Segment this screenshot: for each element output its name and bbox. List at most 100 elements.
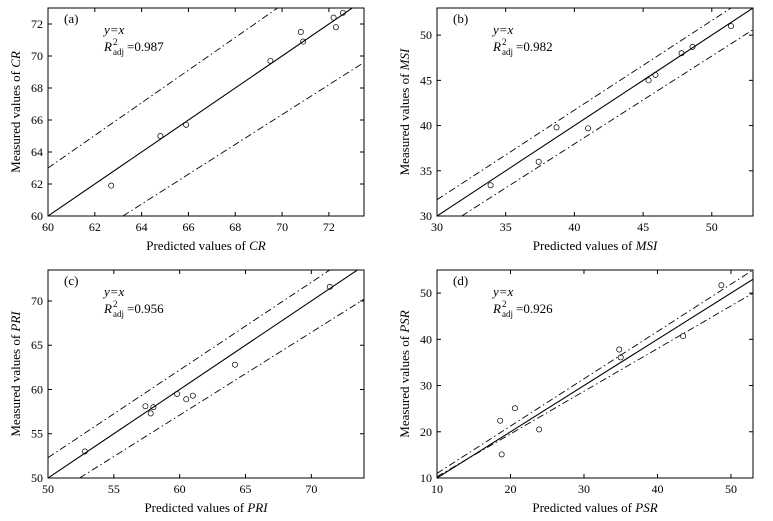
y-tick-label: 50 bbox=[420, 28, 432, 42]
data-point bbox=[326, 283, 333, 290]
x-axis-label-variable: MSI bbox=[635, 238, 658, 253]
data-point bbox=[81, 448, 88, 455]
upper-prediction-band bbox=[48, 8, 279, 169]
x-axis-label-prefix: Predicted values of bbox=[146, 238, 249, 253]
y-axis-label-variable: MSI bbox=[397, 48, 412, 71]
x-tick-label: 70 bbox=[305, 482, 317, 496]
data-point bbox=[183, 121, 190, 128]
data-point bbox=[689, 43, 696, 50]
data-point bbox=[487, 182, 494, 189]
plot-frame bbox=[47, 269, 365, 479]
y-tick-label: 40 bbox=[420, 119, 432, 133]
plot-area bbox=[48, 270, 364, 478]
data-point bbox=[553, 124, 560, 131]
y-tick-label: 68 bbox=[31, 81, 43, 95]
y-tick-label: 60 bbox=[31, 209, 43, 223]
x-tick-label: 60 bbox=[174, 482, 186, 496]
r-squared-symbol: R bbox=[492, 301, 501, 316]
x-axis-label-variable: PSR bbox=[634, 500, 657, 515]
data-point bbox=[585, 125, 592, 132]
r-squared-value: =0.987 bbox=[127, 39, 164, 54]
x-tick-label: 45 bbox=[637, 220, 649, 234]
data-point bbox=[157, 133, 164, 139]
r-squared-symbol: R bbox=[103, 39, 112, 54]
upper-prediction-band bbox=[437, 8, 732, 201]
r-squared-superscript: 2 bbox=[113, 37, 118, 47]
data-point bbox=[189, 392, 196, 399]
fit-line bbox=[48, 270, 359, 478]
data-point bbox=[174, 390, 180, 397]
data-point bbox=[300, 38, 307, 45]
x-tick-label: 66 bbox=[182, 220, 194, 234]
y-tick-label: 50 bbox=[31, 471, 43, 485]
x-tick-label: 72 bbox=[323, 220, 335, 234]
plot-area bbox=[437, 8, 753, 216]
data-point bbox=[147, 410, 154, 417]
x-axis-label-variable: PRI bbox=[246, 500, 268, 515]
upper-prediction-band bbox=[48, 270, 331, 459]
x-tick-label: 55 bbox=[108, 482, 120, 496]
panel-label: (d) bbox=[453, 273, 468, 288]
y-tick-label: 30 bbox=[420, 209, 432, 223]
y-tick-label: 30 bbox=[420, 379, 432, 393]
fit-line bbox=[48, 8, 354, 216]
fit-line bbox=[437, 278, 753, 478]
data-point bbox=[332, 24, 339, 31]
x-axis-label-prefix: Predicted values of bbox=[533, 238, 636, 253]
y-tick-label: 40 bbox=[420, 332, 432, 346]
x-tick-label: 60 bbox=[42, 220, 54, 234]
x-axis-label: Predicted values of PSR bbox=[532, 500, 657, 515]
plot-frame bbox=[436, 269, 754, 479]
r-squared-subscript: adj bbox=[113, 47, 124, 57]
y-tick-label: 60 bbox=[31, 382, 43, 396]
x-tick-label: 40 bbox=[568, 220, 580, 234]
fit-line bbox=[437, 8, 753, 216]
fit-equation: y=x bbox=[491, 284, 514, 299]
y-tick-label: 55 bbox=[31, 427, 43, 441]
plot-frame bbox=[436, 7, 754, 217]
x-tick-label: 50 bbox=[42, 482, 54, 496]
data-point bbox=[297, 29, 304, 35]
fit-equation: y=x bbox=[102, 284, 125, 299]
x-tick-label: 50 bbox=[706, 220, 718, 234]
data-point bbox=[535, 158, 542, 165]
y-axis-label-variable: CR bbox=[8, 51, 23, 68]
y-axis-label: Measured values of CR bbox=[8, 51, 23, 173]
data-point bbox=[183, 396, 190, 403]
panel-label: (b) bbox=[453, 11, 468, 26]
x-tick-label: 62 bbox=[89, 220, 101, 234]
y-tick-label: 64 bbox=[31, 145, 43, 159]
x-axis-label-prefix: Predicted values of bbox=[532, 500, 635, 515]
x-axis-label-prefix: Predicted values of bbox=[144, 500, 247, 515]
data-point bbox=[330, 14, 337, 21]
fit-equation: y=x bbox=[102, 22, 125, 37]
y-axis-label-prefix: Measured values of bbox=[397, 70, 412, 175]
data-point bbox=[718, 282, 725, 289]
y-axis-label: Measured values of PRI bbox=[8, 311, 23, 437]
r-squared-subscript: adj bbox=[113, 309, 124, 319]
y-tick-label: 45 bbox=[420, 73, 432, 87]
lower-prediction-band bbox=[461, 29, 753, 216]
data-point bbox=[497, 417, 504, 424]
y-axis-label-variable: PRI bbox=[8, 311, 23, 333]
x-tick-label: 10 bbox=[431, 482, 443, 496]
y-axis-label-prefix: Measured values of bbox=[8, 68, 23, 173]
r-squared-value: =0.926 bbox=[516, 301, 553, 316]
y-axis-label: Measured values of PSR bbox=[397, 310, 412, 438]
fit-equation: y=x bbox=[491, 22, 514, 37]
r-squared-superscript: 2 bbox=[502, 299, 507, 309]
x-axis-label: Predicted values of CR bbox=[146, 238, 266, 253]
plot-area bbox=[48, 8, 364, 216]
x-tick-label: 20 bbox=[504, 482, 516, 496]
data-point bbox=[536, 426, 543, 433]
lower-prediction-band bbox=[122, 62, 364, 216]
y-tick-label: 62 bbox=[31, 177, 43, 191]
y-tick-label: 50 bbox=[420, 286, 432, 300]
data-point bbox=[150, 404, 157, 411]
x-tick-label: 50 bbox=[725, 482, 737, 496]
r-squared-superscript: 2 bbox=[113, 299, 118, 309]
x-axis-label: Predicted values of PRI bbox=[144, 500, 268, 515]
data-point bbox=[511, 405, 518, 412]
data-point bbox=[616, 346, 623, 353]
